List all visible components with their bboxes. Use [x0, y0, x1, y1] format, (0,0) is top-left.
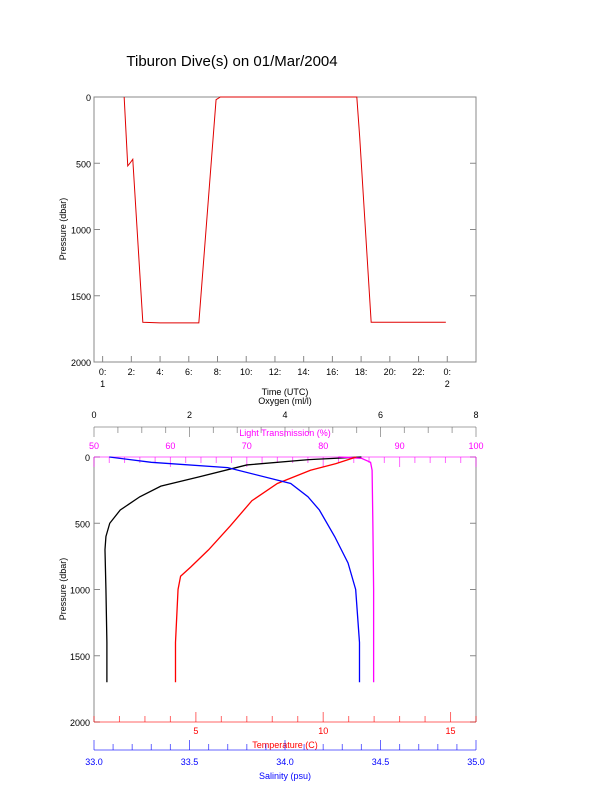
oxygen-tick-label: 8: [473, 410, 478, 420]
salinity-tick-label: 33.5: [181, 757, 199, 767]
x-tick-label: 14:: [297, 367, 310, 377]
y-tick-label: 2000: [71, 358, 91, 368]
y-tick-label: 0: [86, 93, 91, 103]
profile-chart: 0 500 1000 1500 2000 Pressure (dbar) 0 2 4 6 8 Oxyg…: [58, 396, 485, 781]
oxygen-tick-label: 0: [91, 410, 96, 420]
oxygen-tick-label: 6: [378, 410, 383, 420]
temperature-tick-label: 15: [446, 726, 456, 736]
salinity-tick-label: 34.5: [372, 757, 390, 767]
x-tick-date-label: 1: [100, 379, 105, 389]
x-tick-label: 2:: [128, 367, 136, 377]
temperature-tick-label: 5: [193, 726, 198, 736]
salinity-tick-label: 34.0: [276, 757, 294, 767]
x-tick-label: 4:: [156, 367, 164, 377]
y-tick-label: 1000: [71, 226, 91, 236]
light-tick-label: 60: [165, 441, 175, 451]
oxygen-tick-label: 4: [282, 410, 287, 420]
y-axis-label: Pressure (dbar): [58, 198, 68, 261]
x-tick-label: 18:: [355, 367, 368, 377]
x-tick-label: 0:: [99, 367, 107, 377]
temperature-profile: [174, 456, 357, 683]
x-tick-label: 8:: [214, 367, 222, 377]
light-tick-label: 70: [242, 441, 252, 451]
light-tick-label: 80: [318, 441, 328, 451]
x-tick-label: 22:: [412, 367, 425, 377]
y-tick-label: 1000: [70, 586, 90, 596]
oxygen-tick-label: 2: [187, 410, 192, 420]
salinity-tick-label: 35.0: [467, 757, 485, 767]
y-tick-label: 1500: [70, 652, 90, 662]
x-tick-label: 10:: [240, 367, 253, 377]
y-tick-label: 500: [76, 159, 91, 169]
y-tick-label: 1500: [71, 292, 91, 302]
salinity-tick-label: 33.0: [85, 757, 103, 767]
light-transmission-profile: [338, 456, 375, 683]
x-axis-label: Time (UTC): [262, 387, 309, 397]
salinity-axis-label: Salinity (psu): [259, 771, 311, 781]
y-tick-label: 2000: [70, 718, 90, 728]
x-tick-label: 0:: [444, 367, 452, 377]
oxygen-axis-label: Oxygen (ml/l): [258, 396, 312, 406]
temperature-tick-label: 10: [318, 726, 328, 736]
light-tick-label: 90: [395, 441, 405, 451]
oxygen-profile: [104, 456, 362, 683]
x-tick-label: 20:: [384, 367, 397, 377]
light-tick-label: 100: [468, 441, 483, 451]
x-tick-date-label: 2: [445, 379, 450, 389]
y-tick-label: 0: [85, 453, 90, 463]
x-tick-label: 6:: [185, 367, 193, 377]
y-axis-label: Pressure (dbar): [58, 558, 68, 621]
light-tick-label: 50: [89, 441, 99, 451]
salinity-profile: [109, 456, 361, 683]
light-axis-label: Light Transmission (%): [239, 428, 331, 438]
y-tick-label: 500: [75, 519, 90, 529]
chart-title: Tiburon Dive(s) on 01/Mar/2004: [126, 53, 337, 70]
x-tick-label: 16:: [326, 367, 339, 377]
x-tick-label: 12:: [269, 367, 282, 377]
pressure-line: [123, 96, 446, 324]
